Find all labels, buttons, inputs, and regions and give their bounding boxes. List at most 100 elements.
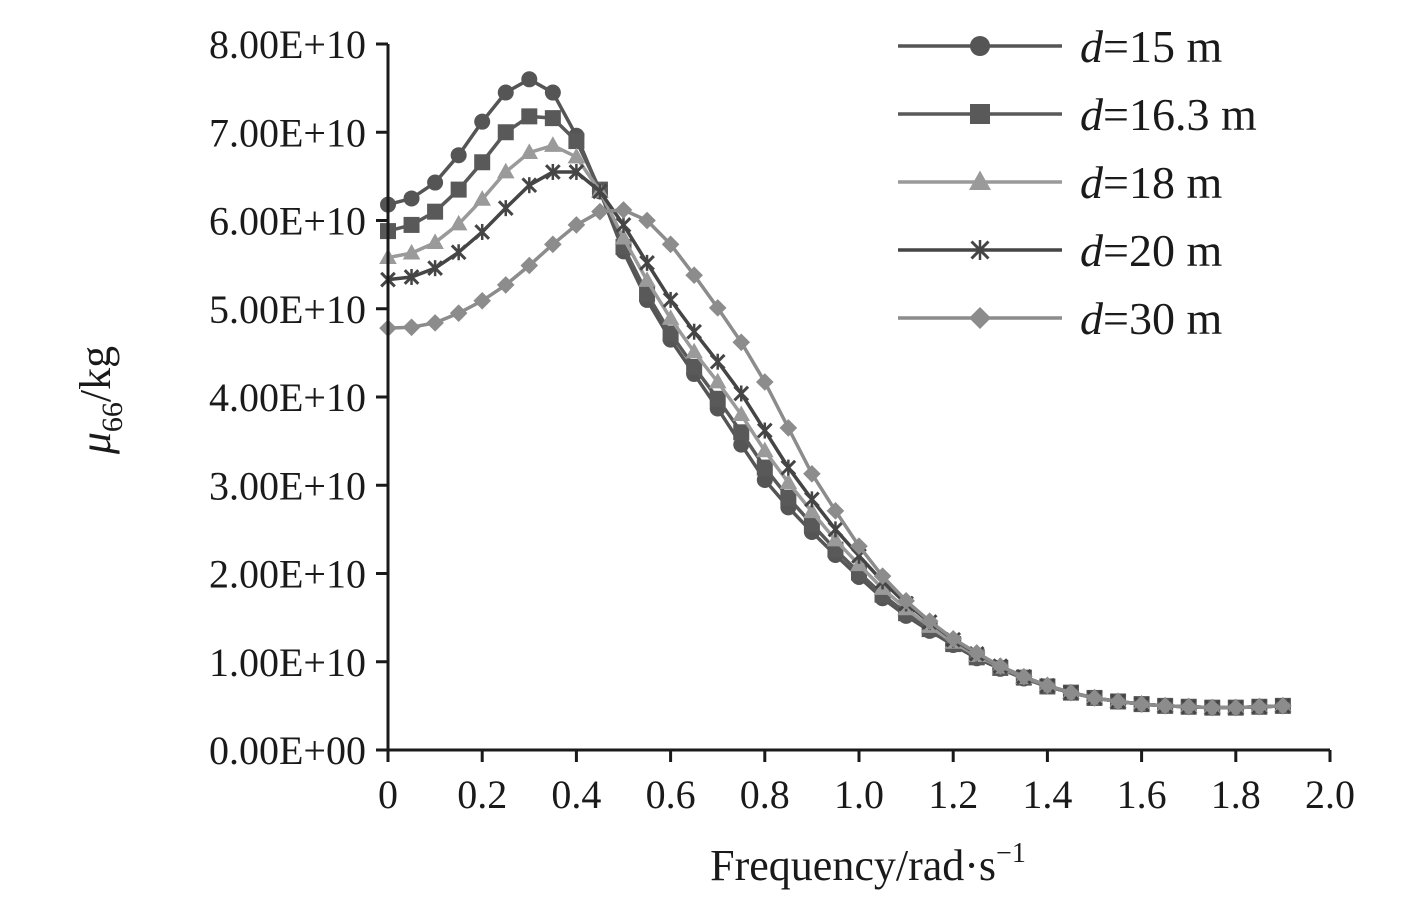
legend: d=15 m d=16.3 m d=18 m d=20 m d=30 m xyxy=(898,21,1257,344)
data-point xyxy=(944,630,962,648)
x-tick-label: 0.6 xyxy=(646,772,696,817)
legend-label: d=15 m xyxy=(1080,21,1222,72)
data-point xyxy=(544,235,562,254)
data-point xyxy=(850,537,868,555)
x-tick-label: 1.6 xyxy=(1117,772,1167,817)
data-point xyxy=(520,143,539,159)
data-point xyxy=(521,108,538,125)
y-tick-label: 4.00E+10 xyxy=(209,375,366,420)
data-point xyxy=(873,567,892,585)
data-point xyxy=(686,358,703,375)
plot-lines xyxy=(379,71,1292,717)
data-point xyxy=(826,530,845,547)
data-point xyxy=(803,464,821,483)
data-point xyxy=(544,110,561,127)
data-point xyxy=(402,318,421,337)
y-ticks: 0.00E+00 1.00E+10 2.00E+10 3.00E+10 4.00E+10… xyxy=(209,22,388,773)
data-point xyxy=(568,133,585,150)
y-tick-label: 6.00E+10 xyxy=(209,199,366,244)
data-point xyxy=(427,260,443,277)
series-5 xyxy=(379,201,1292,717)
data-point xyxy=(756,459,773,476)
data-point xyxy=(708,372,727,389)
data-point xyxy=(614,201,633,219)
data-point xyxy=(567,147,586,164)
data-point xyxy=(662,291,679,308)
data-point xyxy=(708,299,727,317)
series-line xyxy=(387,208,1283,710)
data-point xyxy=(780,459,797,476)
legend-marker xyxy=(969,307,991,329)
data-point xyxy=(803,516,820,533)
data-point xyxy=(756,441,774,458)
data-point xyxy=(403,268,420,285)
data-point xyxy=(544,136,562,152)
y-tick-label: 0.00E+00 xyxy=(209,728,366,773)
data-point xyxy=(497,200,514,217)
data-point xyxy=(520,256,539,275)
y-tick-label: 8.00E+10 xyxy=(209,22,366,67)
data-point xyxy=(685,266,703,285)
y-axis-title: μ66/kg xyxy=(71,346,129,455)
data-point xyxy=(615,216,632,233)
data-point xyxy=(897,592,915,610)
legend-label: d=30 m xyxy=(1080,293,1222,344)
data-point xyxy=(733,424,750,441)
data-point xyxy=(427,203,444,220)
data-point xyxy=(1109,692,1127,711)
data-point xyxy=(638,211,656,230)
data-point xyxy=(685,342,703,359)
x-tick-label: 0.8 xyxy=(740,772,790,817)
data-point xyxy=(449,214,468,231)
legend-item: d=16.3 m xyxy=(898,89,1257,140)
data-point xyxy=(826,502,845,520)
data-point xyxy=(1015,667,1033,686)
data-point xyxy=(756,422,773,439)
data-point xyxy=(450,181,467,198)
x-tick-label: 0.2 xyxy=(457,772,507,817)
data-point xyxy=(497,124,514,141)
legend-marker xyxy=(970,104,990,124)
data-point xyxy=(991,657,1010,675)
data-point xyxy=(496,276,515,294)
data-point xyxy=(1132,695,1151,713)
data-point xyxy=(403,216,420,233)
data-point xyxy=(661,235,680,254)
data-point xyxy=(733,385,750,402)
x-tick-label: 1.0 xyxy=(834,772,884,817)
legend-label: d=16.3 m xyxy=(1080,89,1257,140)
data-point xyxy=(1156,697,1174,715)
data-point xyxy=(779,419,798,437)
data-point xyxy=(449,304,468,322)
x-tick-label: 0 xyxy=(378,772,398,817)
data-point xyxy=(662,325,679,342)
data-point xyxy=(496,162,515,179)
legend-item: d=30 m xyxy=(898,293,1222,344)
data-point xyxy=(827,521,844,538)
data-point xyxy=(638,271,656,287)
y-tick-label: 2.00E+10 xyxy=(209,552,366,597)
data-point xyxy=(1038,676,1057,695)
x-tick-label: 1.8 xyxy=(1211,772,1261,817)
data-point xyxy=(1227,698,1245,717)
data-point xyxy=(967,644,986,662)
data-point xyxy=(591,202,609,221)
data-point xyxy=(1274,697,1292,715)
data-point xyxy=(661,309,680,325)
series-3 xyxy=(379,136,1292,715)
y-tick-label: 5.00E+10 xyxy=(209,287,366,332)
data-point xyxy=(450,147,467,164)
data-point xyxy=(473,292,491,310)
data-point xyxy=(1062,683,1080,702)
x-tick-label: 0.4 xyxy=(551,772,601,817)
data-point xyxy=(568,163,585,180)
legend-marker xyxy=(969,170,991,190)
data-point xyxy=(709,353,726,370)
x-ticks: 0 0.2 0.4 0.6 0.8 1.0 1.2 1.4 1.6 1.8 2.0 xyxy=(378,750,1355,817)
data-point xyxy=(732,333,751,352)
legend-item: d=18 m xyxy=(898,157,1222,208)
data-point xyxy=(639,254,655,271)
legend-label: d=18 m xyxy=(1080,157,1222,208)
data-point xyxy=(1179,697,1198,716)
